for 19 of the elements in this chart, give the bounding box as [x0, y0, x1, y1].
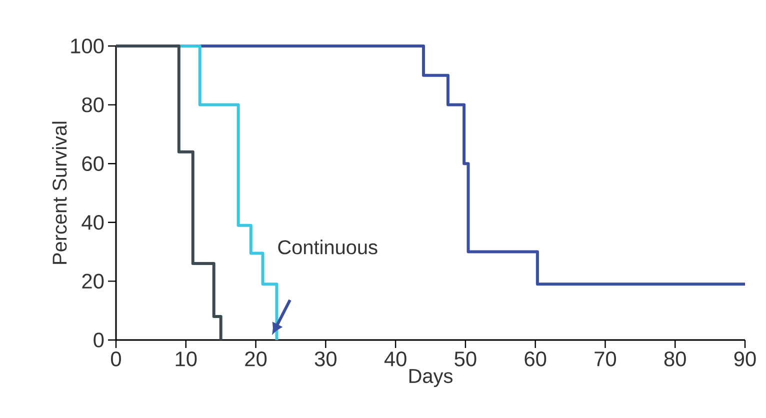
y-axis-title: Percent Survival: [52, 122, 67, 264]
y-tick-label: 0: [94, 332, 104, 348]
x-tick-label: 90: [734, 352, 756, 366]
annotation: Continuous: [278, 240, 378, 254]
y-tick-label: 100: [71, 38, 104, 54]
x-tick-label: 60: [524, 352, 546, 366]
y-tick-label: 60: [82, 156, 104, 172]
x-axis-title: Days: [409, 369, 452, 388]
x-tick-label: 40: [384, 352, 406, 366]
y-tick-label: 40: [82, 214, 104, 230]
y-tick-label: 80: [82, 97, 104, 112]
y-tick-label: 20: [82, 274, 104, 289]
x-tick-label: 70: [594, 352, 616, 366]
x-tick-label: 80: [664, 352, 686, 366]
x-tick-label: 10: [176, 352, 197, 366]
x-tick-label: 30: [314, 352, 336, 366]
x-tick-label: 20: [245, 352, 267, 366]
x-tick-label: 50: [454, 352, 476, 366]
x-tick-label: 0: [110, 352, 121, 366]
